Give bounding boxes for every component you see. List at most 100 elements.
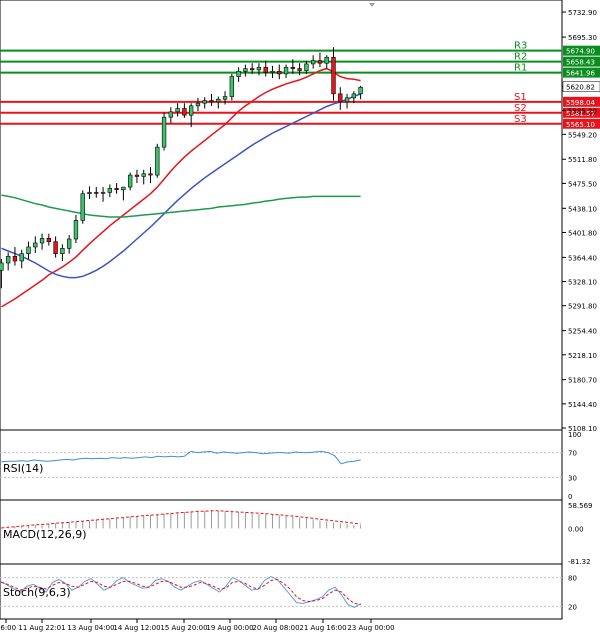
level-label-r2: R2 bbox=[514, 52, 527, 63]
candle-up bbox=[216, 98, 221, 103]
level-price-s1: 5598.04 bbox=[566, 99, 595, 107]
x-tick-label: 11 Aug 22:01 bbox=[18, 624, 65, 632]
stoch-label: Stoch(9,6,3) bbox=[3, 586, 71, 599]
candle-down bbox=[114, 188, 119, 191]
stoch-k-line bbox=[0, 576, 362, 608]
candle-up bbox=[324, 56, 329, 64]
candle-up bbox=[73, 220, 79, 240]
price-tick-label: 5475.50 bbox=[568, 180, 597, 188]
price-tick-label: 5108.10 bbox=[568, 425, 597, 433]
candle-up bbox=[19, 253, 24, 262]
candle-up bbox=[128, 174, 133, 188]
candle-up bbox=[256, 66, 262, 71]
candle-up bbox=[222, 96, 228, 100]
candle-down bbox=[94, 192, 99, 194]
candle-down bbox=[182, 108, 187, 116]
candle-down bbox=[338, 93, 343, 103]
ma-slow-line bbox=[1, 194, 361, 218]
candle-down bbox=[134, 174, 140, 177]
candle-up bbox=[6, 256, 11, 264]
macd-signal-line bbox=[1, 510, 361, 529]
x-tick-label: 15 Aug 20:00 bbox=[160, 624, 207, 632]
ma-fast-line bbox=[1, 67, 361, 308]
candle-down bbox=[148, 173, 153, 176]
candle-down bbox=[12, 256, 18, 262]
candle-down bbox=[317, 60, 323, 64]
level-label-r1: R1 bbox=[514, 63, 527, 74]
level-price-tag-r3 bbox=[563, 45, 600, 56]
stoch-panel bbox=[0, 563, 563, 620]
candle-up bbox=[26, 246, 31, 254]
level-price-tag-s3 bbox=[563, 118, 600, 129]
level-price-r1: 5641.96 bbox=[566, 70, 595, 78]
rsi-tick-label: 100 bbox=[568, 431, 581, 439]
rsi-panel bbox=[0, 429, 563, 501]
candle-up bbox=[107, 188, 112, 193]
rsi-tick-label: 30 bbox=[568, 474, 577, 482]
candle-up bbox=[33, 242, 38, 248]
axis-layer: 5732.90 5695.30 5620.82 5585.20 5549.20 5511.… bbox=[0, 9, 600, 632]
candle-up bbox=[161, 116, 167, 148]
moving-averages-layer bbox=[1, 67, 361, 308]
price-tick-label: 5254.40 bbox=[568, 328, 597, 336]
candle-up bbox=[311, 60, 316, 65]
current-price-tag bbox=[562, 81, 600, 92]
candle-up bbox=[175, 108, 180, 113]
candle-up bbox=[67, 238, 72, 249]
candle-up bbox=[0, 262, 4, 271]
macd-label: MACD(12,26,9) bbox=[3, 528, 87, 541]
x-tick-label: 16:00 bbox=[0, 624, 16, 632]
price-tick-label: 5695.30 bbox=[568, 34, 597, 42]
level-price-tag-r1 bbox=[563, 67, 600, 78]
level-price-r2: 5658.43 bbox=[566, 59, 595, 67]
macd-tick-label: 58.569 bbox=[568, 502, 593, 510]
x-tick-label: 23 Aug 00:00 bbox=[347, 624, 394, 632]
candle-up bbox=[344, 97, 350, 103]
candle-up bbox=[100, 192, 106, 194]
candle-up bbox=[155, 146, 160, 176]
candles-layer bbox=[0, 47, 363, 289]
candle-down bbox=[53, 241, 58, 254]
price-tick-label: 5438.10 bbox=[568, 205, 597, 213]
ma-medium-line bbox=[1, 93, 361, 279]
candle-down bbox=[297, 68, 302, 71]
macd-layer bbox=[0, 510, 362, 529]
candle-up bbox=[80, 193, 85, 221]
x-tick-label: 20 Aug 08:00 bbox=[252, 624, 299, 632]
candle-up bbox=[168, 111, 173, 118]
stoch-tick-label: 20 bbox=[568, 603, 577, 611]
levels-layer: R3 5674.90 R2 5658.43 R1 5641.96 S1 5598.04 S2 55… bbox=[0, 41, 600, 129]
candle-down bbox=[209, 100, 214, 103]
price-tick-label: 5549.20 bbox=[568, 131, 597, 139]
x-tick-label: 21 Aug 16:00 bbox=[299, 624, 346, 632]
candle-up bbox=[202, 100, 207, 104]
price-tick-label: 5511.80 bbox=[568, 156, 597, 164]
candle-up bbox=[358, 86, 363, 95]
candle-down bbox=[331, 56, 336, 95]
rsi-tick-label: 70 bbox=[568, 450, 577, 458]
candle-up bbox=[229, 76, 234, 97]
candle-up bbox=[39, 238, 45, 244]
level-label-r3: R3 bbox=[514, 41, 527, 52]
candle-down bbox=[263, 66, 268, 73]
price-tick-label: 5328.10 bbox=[568, 279, 597, 287]
rsi-label: RSI(14) bbox=[3, 462, 43, 475]
candle-up bbox=[195, 102, 201, 107]
candle-up bbox=[236, 70, 241, 77]
candle-up bbox=[121, 186, 126, 191]
price-tick-label: 5180.70 bbox=[568, 377, 597, 385]
x-tick-label: 19 Aug 00:00 bbox=[206, 624, 253, 632]
price-tick-label: 5585.20 bbox=[568, 107, 597, 115]
stoch-layer bbox=[0, 576, 562, 608]
candle-up bbox=[270, 70, 275, 73]
candle-up bbox=[243, 68, 248, 72]
candle-down bbox=[290, 66, 295, 69]
macd-tick-label: 0.00 bbox=[568, 525, 584, 533]
macd-panel bbox=[0, 499, 563, 565]
candle-down bbox=[46, 238, 51, 242]
candle-down bbox=[277, 70, 282, 75]
price-tick-label: 5364.40 bbox=[568, 254, 597, 262]
level-price-tag-s1 bbox=[563, 96, 600, 107]
rsi-tick-label: 0 bbox=[568, 493, 572, 501]
